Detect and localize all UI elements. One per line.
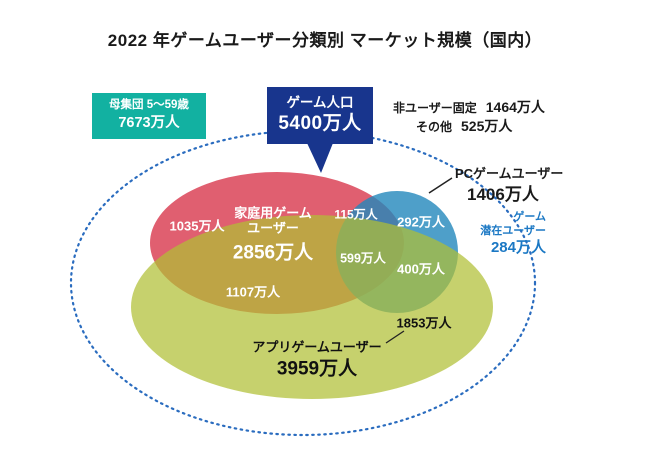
region-console-only-value: 1035万人 <box>169 218 225 234</box>
non-user-fixed-value: 1464万人 <box>485 99 545 115</box>
latent-users-label-line1: ゲーム <box>513 211 546 223</box>
pc-users-label: PCゲームユーザー <box>455 166 564 181</box>
console-users-label-line1: 家庭用ゲーム <box>234 205 312 221</box>
region-pc-app-value: 400万人 <box>397 261 445 277</box>
population-label: 母集団 5～59歳 <box>109 99 189 111</box>
game-population-callout: ゲーム人口 5400万人 <box>267 87 373 145</box>
non-user-fixed-row: 非ユーザー固定 1464万人 <box>393 97 545 117</box>
app-users-value: 3959万人 <box>276 358 358 380</box>
non-user-other-label: その他 <box>416 120 453 134</box>
console-users-label-line2: ユーザー <box>247 220 299 236</box>
pc-users-value: 1406万人 <box>467 185 539 204</box>
latent-users-value: 284万人 <box>490 238 546 256</box>
region-triple-overlap-value: 599万人 <box>340 251 386 266</box>
console-users-value: 2856万人 <box>232 242 314 264</box>
population-value: 7673万人 <box>118 114 180 131</box>
callout-tail <box>307 143 333 173</box>
non-user-fixed-label: 非ユーザー固定 <box>393 101 477 115</box>
game-population-value: 5400万人 <box>278 112 362 134</box>
app-users-ellipse <box>131 215 493 399</box>
app-users-label: アプリゲームユーザー <box>252 339 382 355</box>
non-user-other-row: その他 525万人 <box>416 116 512 136</box>
region-console-pc-value: 115万人 <box>334 207 378 222</box>
latent-users-label-line2: 潜在ユーザー <box>480 224 546 237</box>
region-console-app-value: 1107万人 <box>225 284 281 300</box>
page-title: 2022 年ゲームユーザー分類別 マーケット規模（国内） <box>107 31 543 50</box>
region-pc-only-value: 292万人 <box>397 214 445 230</box>
game-population-label: ゲーム人口 <box>286 95 354 110</box>
non-user-other-value: 525万人 <box>461 118 513 134</box>
pc-label-leader-line <box>428 177 453 194</box>
population-box: 母集団 5～59歳 7673万人 <box>92 93 206 140</box>
region-app-inner-value: 1853万人 <box>396 315 452 331</box>
app-label-leader-line <box>385 330 405 344</box>
latent-users-annotation: ゲーム 潜在ユーザー 284万人 <box>480 211 546 257</box>
